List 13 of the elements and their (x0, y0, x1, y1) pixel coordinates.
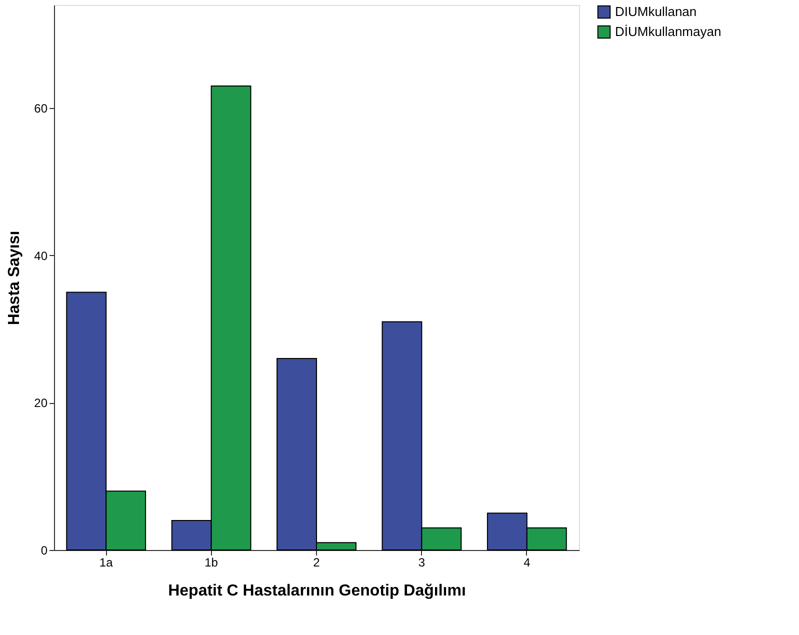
x-tick-label: 1a (99, 556, 114, 570)
x-tick-label: 1b (204, 556, 218, 570)
legend-label: DIUMkullanan (615, 4, 697, 19)
x-tick-label: 2 (313, 556, 320, 570)
x-axis-title: Hepatit C Hastalarının Genotip Dağılımı (168, 582, 466, 600)
legend-label: DİUMkullanmayan (615, 24, 722, 39)
x-tick-label: 4 (524, 556, 531, 570)
x-tick-label: 3 (418, 556, 426, 570)
y-tick-label: 60 (34, 102, 48, 116)
y-axis-title: Hasta Sayısı (6, 230, 24, 326)
y-tick-label: 0 (40, 544, 48, 558)
y-tick-label: 20 (34, 396, 48, 410)
y-tick-label: 40 (34, 248, 48, 263)
